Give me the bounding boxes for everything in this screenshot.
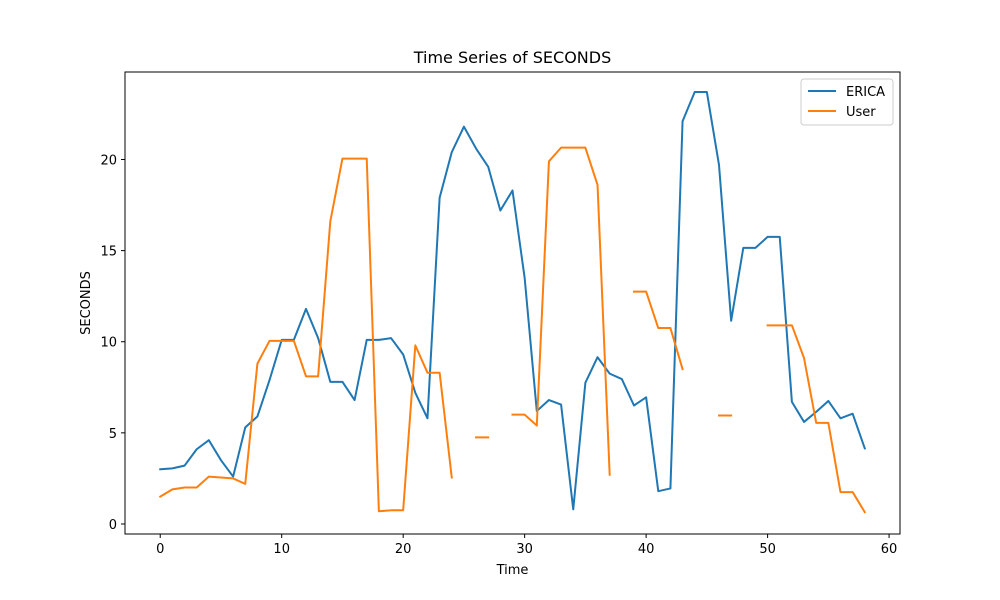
x-tick-label: 30 [516,542,533,557]
plot-area [124,71,901,535]
x-axis-ticks: 0 10 20 30 40 50 60 [156,534,897,557]
y-axis-label: SECONDS [79,271,94,335]
series-line-user [158,146,867,514]
y-axis-ticks: 0 5 10 15 20 [100,153,125,533]
legend-label-erica: ERICA [846,85,885,100]
legend: ERICA User [800,78,894,126]
x-tick-label: 50 [759,542,776,557]
chart-title: Time Series of SECONDS [413,48,612,67]
x-tick-label: 60 [881,542,898,557]
y-tick-label: 10 [100,336,117,351]
series-layer [158,91,867,514]
x-axis-label: Time [496,563,529,578]
y-tick-label: 20 [100,153,117,168]
x-tick-label: 40 [638,542,655,557]
x-tick-label: 20 [395,542,412,557]
x-tick-label: 0 [156,542,164,557]
y-tick-label: 0 [109,518,117,533]
y-tick-label: 15 [100,245,117,260]
legend-label-user: User [846,105,876,120]
x-tick-label: 10 [273,542,290,557]
series-line-erica [159,91,867,511]
y-tick-label: 5 [109,427,117,442]
